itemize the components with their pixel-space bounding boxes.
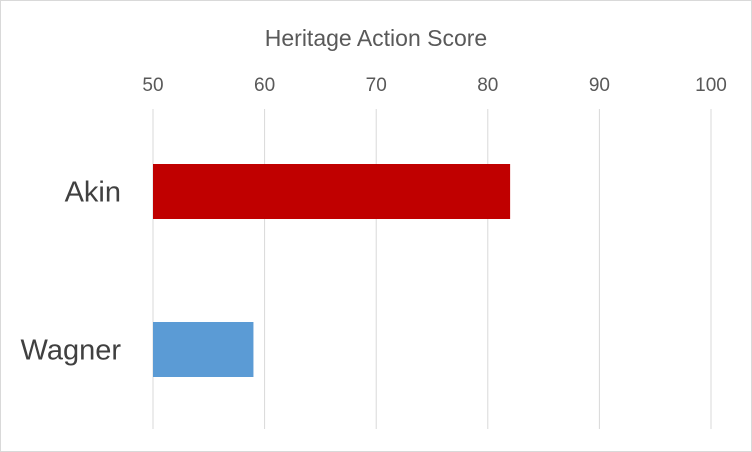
category-label-wagner: Wagner (21, 335, 122, 367)
x-tick-label-70: 70 (366, 75, 387, 96)
x-tick-labels: 50 60 70 80 90 100 (142, 75, 726, 96)
bars (153, 164, 511, 377)
gridlines (152, 109, 712, 429)
bar-akin (153, 164, 511, 219)
x-axis-title: Heritage Action Score (265, 25, 487, 51)
category-labels: Akin Wagner (21, 177, 122, 367)
x-tick-label-90: 90 (589, 75, 610, 96)
bar-wagner (153, 322, 254, 377)
x-tick-label-100: 100 (695, 75, 727, 96)
x-tick-label-80: 80 (477, 75, 498, 96)
x-tick-label-50: 50 (142, 75, 163, 96)
x-tick-label-60: 60 (254, 75, 275, 96)
category-label-akin: Akin (65, 177, 121, 209)
